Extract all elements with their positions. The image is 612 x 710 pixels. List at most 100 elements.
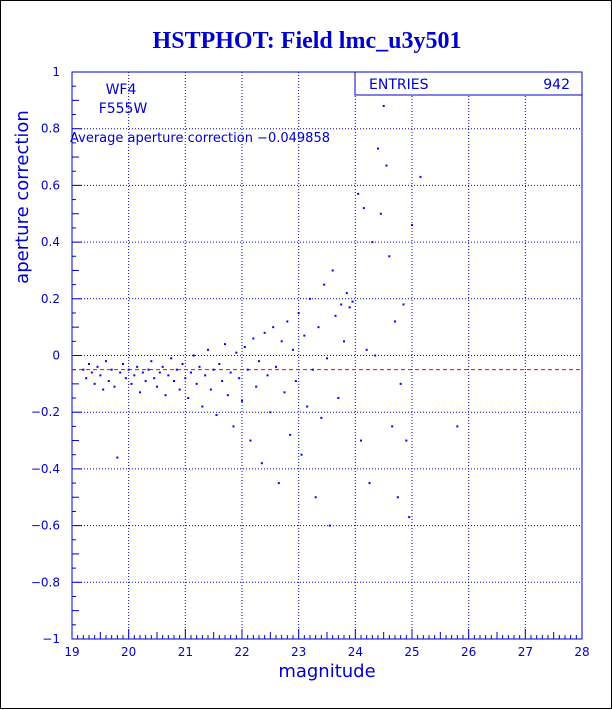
y-tick-label: −0.6	[31, 519, 60, 533]
data-point	[343, 340, 345, 343]
data-point	[229, 371, 232, 374]
stats-value: 942	[543, 77, 570, 93]
x-tick-label: 25	[404, 645, 419, 659]
data-point	[348, 306, 351, 309]
data-point	[456, 425, 459, 428]
data-point	[221, 380, 224, 383]
data-point	[286, 320, 289, 323]
data-point	[238, 377, 241, 380]
data-point	[371, 241, 374, 244]
data-point	[275, 365, 277, 368]
data-point	[337, 397, 340, 400]
y-tick-label: 0.6	[41, 178, 60, 192]
data-point	[405, 439, 408, 442]
data-point	[396, 496, 399, 499]
data-point	[377, 147, 379, 150]
x-tick-label: 22	[234, 645, 249, 659]
chart-title: HSTPHOT: Field lmc_u3y501	[153, 28, 462, 54]
x-tick-label: 26	[461, 645, 476, 659]
data-point	[328, 524, 331, 527]
data-point	[235, 351, 238, 354]
data-point	[394, 320, 396, 323]
y-tick-label: −0.2	[31, 405, 60, 419]
data-point	[317, 326, 320, 329]
data-point	[226, 394, 229, 397]
data-point	[379, 212, 382, 215]
data-point	[144, 380, 147, 383]
data-point	[408, 516, 411, 519]
data-point	[283, 391, 286, 394]
data-point	[399, 382, 402, 385]
data-point	[116, 456, 119, 459]
data-point	[280, 340, 283, 343]
data-point	[224, 343, 226, 346]
data-point	[241, 399, 243, 402]
data-point	[309, 297, 311, 300]
data-point	[326, 357, 328, 360]
data-point	[209, 388, 212, 391]
data-point	[252, 337, 255, 340]
data-point	[331, 269, 334, 272]
data-point	[141, 371, 144, 374]
data-point	[374, 354, 377, 357]
data-point	[167, 374, 170, 377]
data-point	[198, 365, 201, 368]
data-points	[82, 105, 459, 527]
x-tick-label: 23	[291, 645, 306, 659]
x-tick-label: 24	[348, 645, 363, 659]
data-point	[170, 357, 173, 360]
data-point	[232, 425, 235, 428]
data-point	[161, 365, 164, 368]
x-axis-label: magnitude	[278, 661, 375, 682]
data-point	[272, 326, 275, 329]
x-tick-label: 21	[178, 645, 193, 659]
y-tick-label: 0.4	[41, 235, 60, 249]
filter-annotation: F555W	[99, 101, 148, 117]
data-point	[158, 371, 161, 374]
stats-box	[354, 71, 583, 96]
data-point	[127, 368, 130, 371]
data-point	[207, 348, 209, 351]
data-point	[139, 391, 141, 394]
data-point	[306, 405, 309, 408]
data-point	[215, 414, 218, 417]
data-point	[258, 360, 260, 363]
data-point	[130, 382, 133, 385]
y-tick-label: 1	[52, 65, 60, 79]
x-tick-label: 20	[121, 645, 136, 659]
y-axis: −1 −0.8 −0.6 −0.4 −0.2 0 0.2 0.4 0.6 0.8 1	[31, 65, 82, 646]
data-point	[190, 371, 192, 374]
data-point	[156, 385, 158, 388]
data-point	[345, 292, 348, 295]
data-point	[107, 380, 110, 383]
data-point	[178, 388, 181, 391]
data-point	[99, 374, 102, 377]
y-tick-label: −0.8	[31, 575, 60, 589]
data-point	[195, 382, 198, 385]
average-annotation: Average aperture correction −0.049858	[70, 131, 330, 146]
data-point	[402, 303, 405, 306]
data-point	[263, 331, 266, 334]
x-tick-label: 19	[64, 645, 79, 659]
data-point	[351, 300, 354, 303]
data-point	[246, 368, 249, 371]
data-point	[187, 397, 190, 400]
data-point	[419, 175, 422, 178]
data-point	[122, 363, 124, 366]
data-point	[249, 439, 252, 442]
data-point	[382, 105, 385, 108]
data-point	[201, 405, 204, 408]
data-point	[133, 374, 136, 377]
grid	[71, 71, 583, 640]
data-point	[269, 411, 272, 414]
stats-label: ENTRIES	[369, 77, 429, 93]
data-point	[218, 363, 221, 366]
x-tick-label: 27	[518, 645, 533, 659]
data-point	[124, 377, 127, 380]
data-point	[362, 207, 365, 210]
data-point	[391, 425, 394, 428]
chip-annotation: WF4	[106, 82, 137, 98]
data-point	[385, 164, 388, 167]
